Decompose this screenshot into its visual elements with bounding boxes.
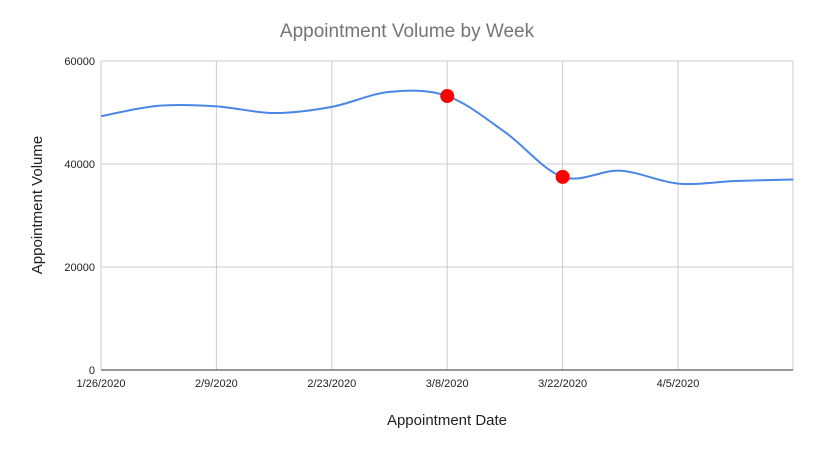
x-tick-label: 4/5/2020 <box>657 378 700 390</box>
x-tick-label: 1/26/2020 <box>77 378 126 390</box>
highlight-points <box>440 89 570 184</box>
chart-title: Appointment Volume by Week <box>280 21 535 42</box>
y-tick-label: 20000 <box>64 262 95 274</box>
x-tick-label: 3/8/2020 <box>426 378 469 390</box>
x-tick-label: 2/9/2020 <box>195 378 238 390</box>
y-tick-label: 60000 <box>64 56 95 68</box>
tick-labels: 0 20000 40000 60000 1/26/2020 2/9/2020 2/23/20… <box>64 56 699 390</box>
highlight-point <box>555 169 570 184</box>
x-tick-label: 2/23/2020 <box>307 378 356 390</box>
y-tick-label: 40000 <box>64 159 95 171</box>
x-axis-label: Appointment Date <box>387 412 507 429</box>
highlight-point <box>440 89 455 104</box>
y-tick-label: 0 <box>89 365 95 377</box>
x-tick-label: 3/22/2020 <box>538 378 587 390</box>
grid-lines <box>100 60 794 371</box>
y-axis-label: Appointment Volume <box>29 136 46 274</box>
